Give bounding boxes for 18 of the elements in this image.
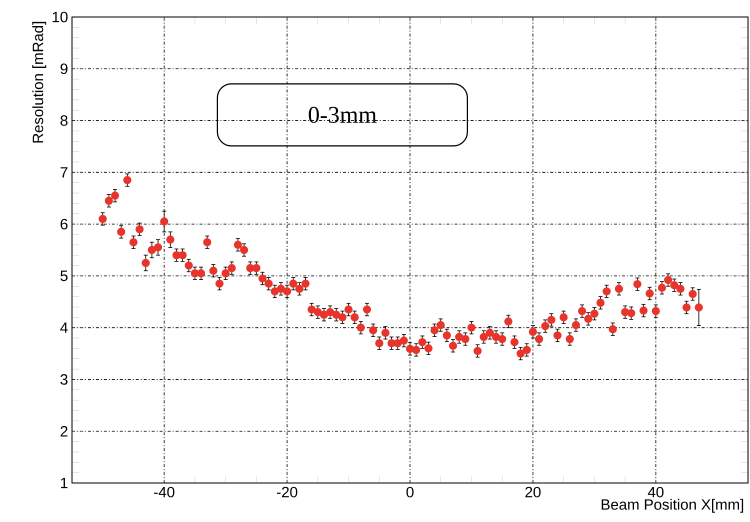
y-axis-title: Resolution [mRad] xyxy=(32,22,46,143)
y-tick-label: 2 xyxy=(60,426,68,436)
x-tick-label: 40 xyxy=(648,486,664,498)
y-tick-label: 1 xyxy=(61,478,68,488)
x-axis-title: Beam Position X[mm] xyxy=(602,498,744,513)
x-tick-label: 0 xyxy=(406,486,414,498)
y-tick-label: 8 xyxy=(60,115,68,126)
y-tick-label: 5 xyxy=(60,270,68,282)
y-tick-label: 6 xyxy=(60,218,68,230)
y-tick-label: 9 xyxy=(60,63,68,74)
y-tick-label: 7 xyxy=(60,167,68,178)
y-tick-label: 4 xyxy=(60,322,68,333)
y-tick-label: 3 xyxy=(60,374,68,385)
x-tick-label: -20 xyxy=(276,486,298,498)
y-tick-label: 10 xyxy=(52,12,68,22)
annotation: 0-3mm xyxy=(308,106,377,123)
x-tick-label: -40 xyxy=(154,486,174,498)
x-tick-label: 20 xyxy=(525,486,541,498)
